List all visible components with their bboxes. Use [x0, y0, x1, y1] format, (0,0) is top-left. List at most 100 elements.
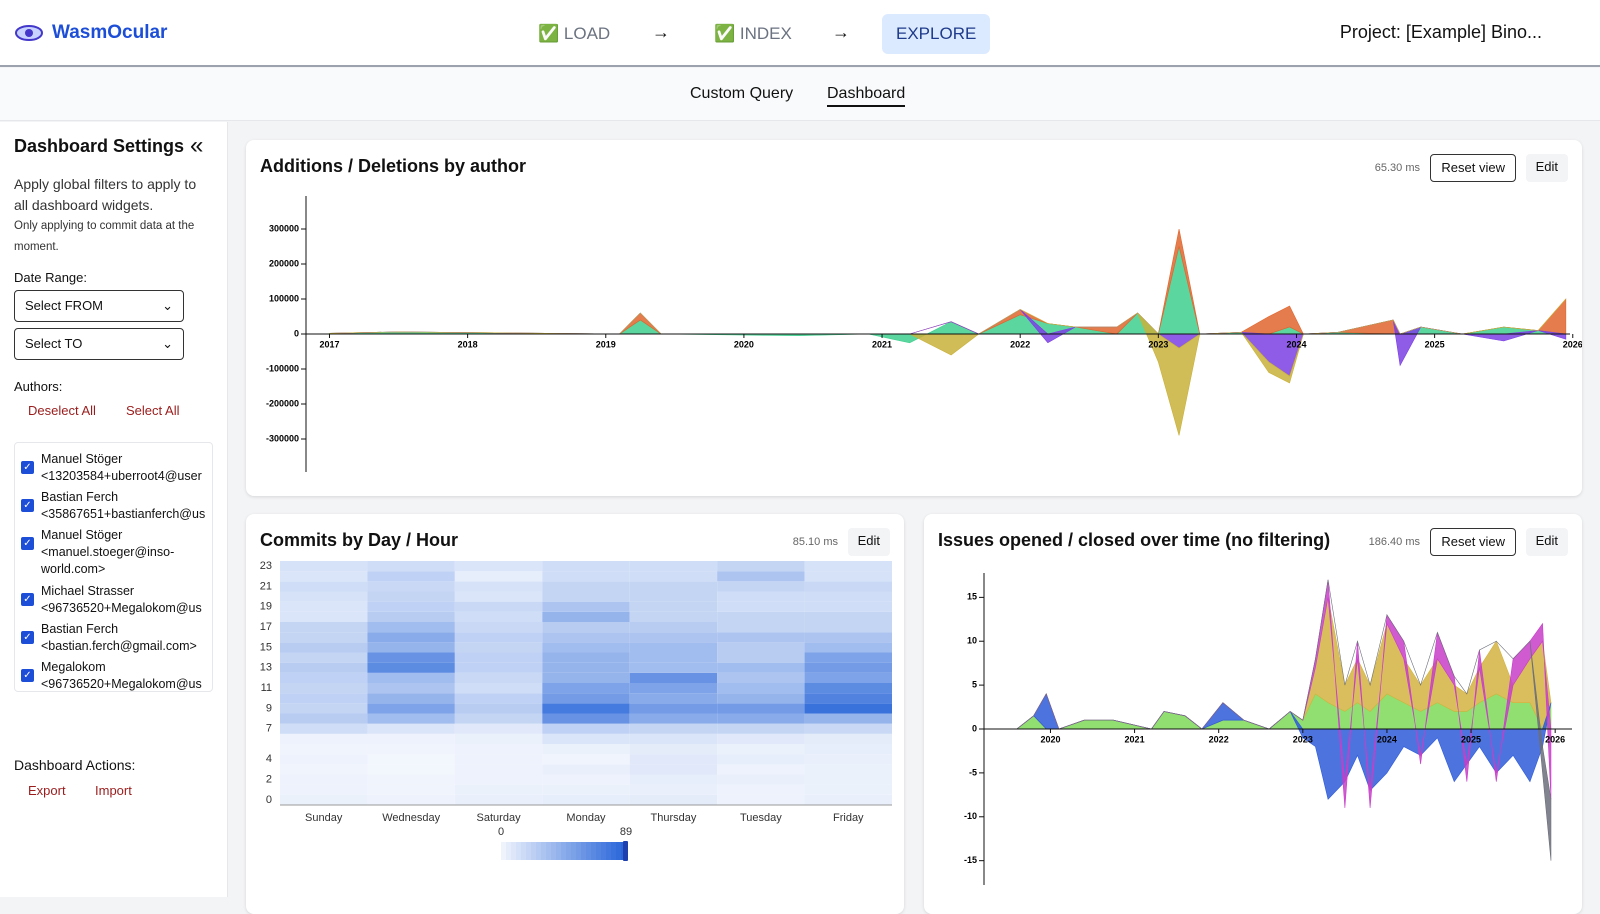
heat-cell	[804, 591, 892, 602]
y-tick-label: 100000	[269, 293, 299, 303]
colorbar-step	[576, 842, 582, 860]
heat-cell	[367, 642, 455, 653]
heat-cell	[804, 601, 892, 612]
button[interactable]: Reset view	[1430, 154, 1516, 182]
heat-cell	[454, 662, 543, 673]
heat-cell	[804, 611, 892, 622]
chart: 15 10 5 0 -5 -10 -15 2020 2021 2022 2023 2024 2025 20…	[964, 573, 1572, 885]
heat-cell	[280, 703, 368, 714]
collapse-icon[interactable]: «	[190, 132, 204, 159]
heat-cell	[454, 693, 543, 704]
tab-active[interactable]: Dashboard	[827, 85, 906, 107]
y-tick-label: -300000	[266, 433, 299, 443]
project-name[interactable]: Project: [Example] Bino...	[1339, 22, 1542, 42]
heat-cell	[629, 784, 718, 795]
heat-cell	[454, 764, 543, 775]
heat-cell	[629, 561, 718, 572]
heat-cell	[542, 774, 630, 785]
y-tick-label: 9	[266, 702, 272, 714]
author-email: <bastian.ferch@gmail.com>	[41, 639, 197, 653]
colorbar-handle[interactable]	[623, 841, 628, 861]
y-tick-label: -10	[964, 811, 977, 821]
timing: 65.30 ms	[1374, 162, 1420, 174]
heat-cell	[367, 703, 455, 714]
heat-cell	[629, 723, 718, 734]
button[interactable]: Edit	[847, 528, 890, 556]
heat-cell	[542, 703, 630, 714]
heat-cell	[280, 794, 368, 805]
x-tick-label: Thursday	[650, 812, 696, 824]
heat-cell	[804, 622, 892, 633]
select-all[interactable]: Select All	[126, 403, 180, 418]
heat-cell	[280, 754, 368, 765]
widget-title: Additions / Deletions by author	[260, 156, 527, 176]
heat-cell	[454, 784, 543, 795]
colorbar-step	[541, 842, 547, 860]
heat-cell	[804, 693, 892, 704]
colorbar-step	[521, 842, 527, 860]
heat-cell	[367, 713, 455, 724]
heat-cell	[454, 611, 543, 622]
y-tick-label: 23	[260, 560, 272, 572]
heat-cell	[454, 672, 543, 683]
checkbox[interactable]: ✓	[21, 631, 34, 644]
colorbar-step	[516, 842, 522, 860]
heat-cell	[717, 571, 805, 582]
heat-cell	[629, 774, 718, 785]
heat-cell	[717, 591, 805, 602]
export[interactable]: Export	[28, 783, 66, 798]
heat-cell	[804, 561, 892, 572]
step-explore[interactable]: EXPLORE	[882, 14, 991, 54]
button[interactable]: Edit	[1525, 528, 1568, 556]
x-tick-label: Friday	[833, 812, 864, 824]
heat-cell	[629, 703, 718, 714]
button[interactable]: Edit	[1525, 154, 1568, 182]
heat-cell	[804, 642, 892, 653]
import[interactable]: Import	[95, 783, 132, 798]
heat-cell	[454, 652, 543, 663]
heat-cell	[542, 784, 630, 795]
heat-cell	[280, 652, 368, 663]
tab[interactable]: Custom Query	[690, 85, 794, 102]
heat-cell	[717, 774, 805, 785]
checkbox[interactable]: ✓	[21, 669, 34, 682]
select-to[interactable]: Select TO ⌄	[14, 328, 184, 360]
heat-cell	[542, 652, 630, 663]
heat-cell	[804, 683, 892, 694]
heat-cell	[280, 683, 368, 694]
widget-card: Issues opened / closed over time (no fil…	[924, 514, 1582, 914]
heat-cell	[629, 733, 718, 744]
checkbox[interactable]: ✓	[21, 461, 34, 474]
heat-cell	[367, 764, 455, 775]
header: WasmOcular ✅ LOAD → ✅ INDEX → EXPLORE Pr…	[0, 0, 1600, 67]
colorbar-step	[611, 842, 617, 860]
heat-cell	[367, 693, 455, 704]
checkbox[interactable]: ✓	[21, 537, 34, 550]
step-index[interactable]: ✅ INDEX	[714, 24, 792, 43]
y-tick-label: 4	[266, 753, 272, 765]
brand[interactable]: WasmOcular	[52, 22, 168, 43]
heat-cell	[367, 652, 455, 663]
heat-cell	[542, 744, 630, 755]
heat-cell	[542, 601, 630, 612]
checkbox[interactable]: ✓	[21, 499, 34, 512]
button[interactable]: Reset view	[1430, 528, 1516, 556]
widget-card: Commits by Day / Hour Edit 85.10 ms 0 2 4 7 9 11…	[246, 514, 904, 914]
heat-cell	[542, 622, 630, 633]
y-tick-label: 5	[972, 679, 977, 689]
checkbox[interactable]: ✓	[21, 593, 34, 606]
heat-cell	[367, 632, 455, 643]
select-from[interactable]: Select FROM ⌄	[14, 290, 184, 322]
heat-cell	[542, 581, 630, 592]
y-tick-label: 2	[266, 773, 272, 785]
x-tick-label: 2023	[1148, 339, 1168, 349]
heat-cell	[280, 601, 368, 612]
step-load[interactable]: ✅ LOAD	[538, 24, 611, 43]
author-email: <13203584+uberroot4@user	[41, 469, 202, 483]
deselect-all[interactable]: Deselect All	[28, 403, 96, 418]
y-tick-label: 300000	[269, 223, 299, 233]
y-tick-label: 21	[260, 580, 272, 592]
heat-cell	[280, 733, 368, 744]
colorbar-step	[536, 842, 542, 860]
y-tick-label: -100000	[266, 363, 299, 373]
